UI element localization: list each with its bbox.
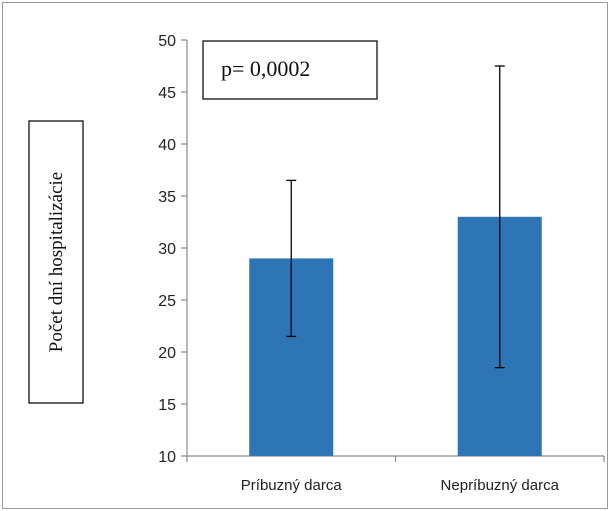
- axes: 10 15 20 25 30 35 40 45 50: [158, 33, 605, 466]
- y-tick-label: 45: [158, 85, 176, 102]
- y-tick-label: 10: [158, 449, 176, 466]
- category-labels: Príbuzný darca Nepríbuzný darca: [241, 477, 560, 494]
- y-tick-label: 15: [158, 397, 176, 414]
- error-bars: [286, 65, 505, 369]
- p-value-annotation-group: p= 0,0002: [202, 40, 378, 100]
- y-tick-label: 40: [158, 137, 176, 154]
- y-tick-label: 20: [158, 345, 176, 362]
- y-tick-label: 25: [158, 293, 176, 310]
- p-value-box: [202, 40, 378, 100]
- p-value-annotation: p= 0,0002: [221, 56, 310, 81]
- y-axis-label-group: Počet dní hospitalizácie: [28, 120, 84, 404]
- category-label: Príbuzný darca: [241, 477, 343, 494]
- category-label: Nepríbuzný darca: [441, 477, 560, 494]
- y-axis-label-box: [28, 120, 84, 404]
- y-tick-label: 35: [158, 189, 176, 206]
- y-axis-label: Počet dní hospitalizácie: [46, 172, 67, 352]
- y-tick-label: 30: [158, 241, 176, 258]
- y-tick-label: 50: [158, 33, 176, 50]
